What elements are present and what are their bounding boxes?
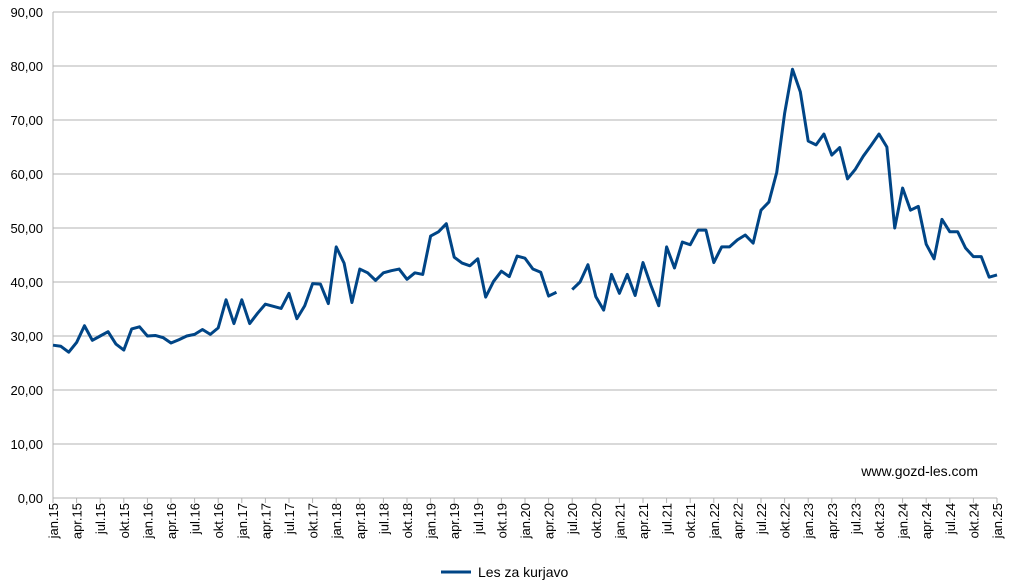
x-tick-label: jan.17 xyxy=(235,503,250,539)
x-tick-label: jan.16 xyxy=(140,503,155,539)
x-tick-label: okt.15 xyxy=(117,503,132,538)
x-tick-label: okt.17 xyxy=(306,503,321,538)
watermark: www.gozd-les.com xyxy=(860,463,978,479)
x-tick-label: jan.15 xyxy=(46,503,61,539)
x-tick-label: jan.21 xyxy=(612,503,627,539)
x-tick-label: apr.15 xyxy=(70,503,85,539)
x-tick-label: okt.20 xyxy=(589,503,604,538)
x-tick-label: jul.20 xyxy=(565,503,580,535)
x-tick-label: okt.19 xyxy=(494,503,509,538)
x-tick-label: okt.16 xyxy=(211,503,226,538)
x-tick-label: jul.22 xyxy=(754,503,769,535)
y-tick-label: 50,00 xyxy=(10,221,43,236)
x-tick-label: jul.15 xyxy=(93,503,108,535)
x-tick-label: okt.22 xyxy=(778,503,793,538)
x-tick-label: okt.18 xyxy=(400,503,415,538)
x-tick-label: jan.19 xyxy=(424,503,439,539)
x-tick-label: jan.20 xyxy=(518,503,533,539)
y-tick-label: 20,00 xyxy=(10,383,43,398)
x-tick-label: jul.16 xyxy=(188,503,203,535)
y-tick-label: 0,00 xyxy=(18,491,43,506)
x-tick-label: jan.24 xyxy=(896,503,911,539)
y-tick-label: 70,00 xyxy=(10,113,43,128)
y-tick-label: 80,00 xyxy=(10,59,43,74)
x-tick-label: jul.21 xyxy=(660,503,675,535)
x-tick-label: jul.23 xyxy=(848,503,863,535)
x-tick-label: jan.23 xyxy=(801,503,816,539)
x-tick-label: jan.22 xyxy=(707,503,722,539)
x-tick-label: jul.17 xyxy=(282,503,297,535)
x-tick-label: jan.18 xyxy=(329,503,344,539)
x-tick-label: apr.19 xyxy=(447,503,462,539)
x-tick-label: jul.24 xyxy=(943,503,958,535)
data-line xyxy=(52,67,998,354)
x-tick-label: apr.21 xyxy=(636,503,651,539)
x-tick-label: apr.17 xyxy=(258,503,273,539)
x-tick-label: apr.23 xyxy=(825,503,840,539)
x-tick-label: apr.20 xyxy=(542,503,557,539)
x-tick-label: jul.19 xyxy=(471,503,486,535)
x-tick-label: apr.24 xyxy=(919,503,934,539)
x-tick-label: jul.18 xyxy=(376,503,391,535)
x-tick-label: apr.22 xyxy=(730,503,745,539)
x-tick-label: apr.16 xyxy=(164,503,179,539)
y-tick-label: 30,00 xyxy=(10,329,43,344)
x-tick-label: okt.21 xyxy=(683,503,698,538)
x-tick-label: okt.23 xyxy=(872,503,887,538)
y-tick-label: 10,00 xyxy=(10,437,43,452)
x-tick-label: jan.25 xyxy=(990,503,1005,539)
y-tick-label: 60,00 xyxy=(10,167,43,182)
x-tick-label: apr.18 xyxy=(353,503,368,539)
x-tick-label: okt.24 xyxy=(966,503,981,538)
legend-label: Les za kurjavo xyxy=(478,564,568,580)
y-tick-label: 90,00 xyxy=(10,5,43,20)
y-tick-label: 40,00 xyxy=(10,275,43,290)
